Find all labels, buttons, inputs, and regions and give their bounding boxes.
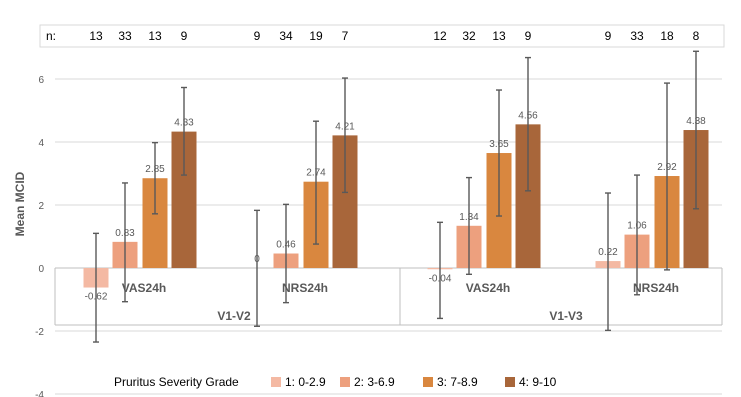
n-count: 9 [181,29,188,43]
y-tick-label: -4 [35,390,44,397]
group-label: NRS24h [633,281,679,295]
n-count: 9 [525,29,532,43]
n-label: n: [46,29,56,43]
data-label: 0.46 [276,240,296,251]
visit-label: V1-V3 [549,309,583,323]
data-label: 4.56 [518,110,538,121]
legend-swatch [340,377,350,387]
data-label: 4.33 [174,118,194,129]
y-axis-label: Mean MCID [13,171,27,236]
n-count: 13 [148,29,162,43]
n-count: 34 [279,29,293,43]
n-count: 9 [605,29,612,43]
visit-label: V1-V2 [217,309,251,323]
legend-item: 3: 7-8.9 [437,375,478,389]
data-label: 4.21 [335,121,355,132]
group-label: VAS24h [122,281,166,295]
n-row-border [39,24,725,48]
legend-swatch [423,377,433,387]
n-count: 18 [660,29,674,43]
n-count: 19 [309,29,323,43]
legend-title: Pruritus Severity Grade [114,375,239,389]
data-labels: -0.62 0.83 2.85 4.33 0 0.46 2.74 4.21 -0.04 1.34 3… [85,110,707,302]
data-label: 1.34 [459,212,479,223]
data-label: 2.92 [657,162,677,173]
n-count: 8 [693,29,700,43]
data-label: 1.06 [627,221,647,232]
n-row: n: 13 33 13 9 9 34 19 7 12 32 13 9 9 33 18 8 [39,24,725,48]
group-label: NRS24h [282,281,328,295]
n-count: 13 [492,29,506,43]
legend-item: 1: 0-2.9 [285,375,326,389]
n-count: 9 [254,29,261,43]
y-tick-label: 2 [38,201,44,212]
n-count: 33 [118,29,132,43]
data-label: 0 [254,254,260,265]
data-label: -0.04 [429,273,452,284]
y-tick-label: 4 [38,138,44,149]
legend-item: 4: 9-10 [519,375,557,389]
data-label: 0.83 [115,228,135,239]
data-label: 2.74 [306,168,326,179]
group-label: VAS24h [466,281,510,295]
data-label: 4.38 [686,116,706,127]
category-table: VAS24h NRS24h VAS24h NRS24h V1-V2 V1-V3 [54,268,723,326]
y-tick-label: 6 [38,75,44,86]
n-count: 32 [462,29,476,43]
data-label: 0.22 [598,247,618,258]
legend-swatch [271,377,281,387]
n-count: 13 [89,29,103,43]
bars [83,124,709,288]
error-bars [93,50,699,343]
y-tick-label: 0 [38,264,44,275]
y-tick-label: -2 [35,327,44,338]
n-count: 33 [630,29,644,43]
data-label: 3.65 [489,139,509,150]
legend: Pruritus Severity Grade 1: 0-2.9 2: 3-6.9… [114,375,557,389]
data-label: -0.62 [85,292,108,303]
n-count: 12 [433,29,447,43]
n-count: 7 [342,29,349,43]
legend-item: 2: 3-6.9 [354,375,395,389]
data-label: 2.85 [145,164,165,175]
y-axis-ticks: 6 4 2 0 -2 -4 [35,75,44,397]
legend-swatch [505,377,515,387]
